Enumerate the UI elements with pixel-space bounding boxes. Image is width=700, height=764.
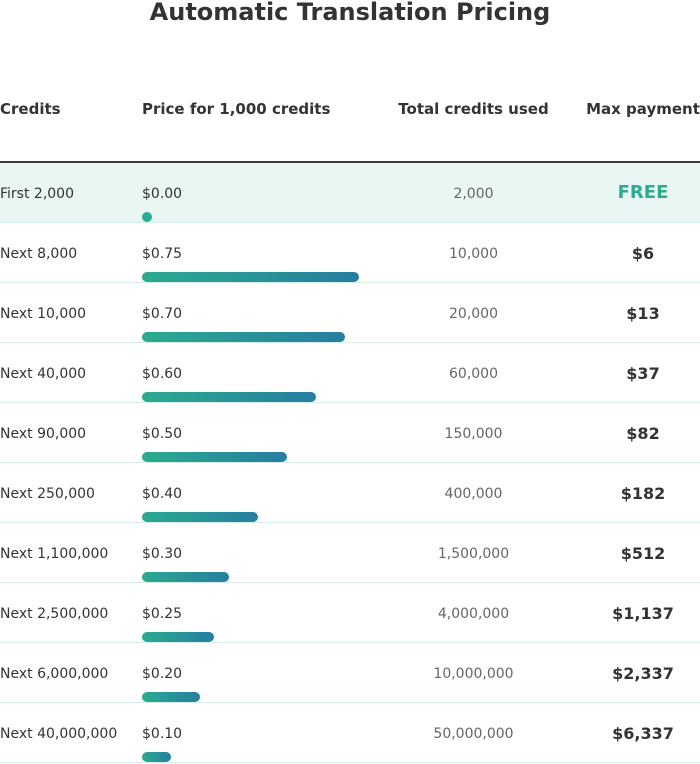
total-credits-cell: 400,000 <box>444 486 503 502</box>
price-bar <box>142 752 171 762</box>
credits-cell: Next 2,500,000 <box>0 606 109 622</box>
price-bar <box>142 512 258 522</box>
max-payment-cell: $37 <box>626 364 660 383</box>
credits-cell: Next 40,000 <box>0 366 87 382</box>
price-bar <box>142 692 200 702</box>
table-row: Next 10,000 $0.70 20,000 $13 <box>0 283 700 343</box>
price-bar <box>142 392 316 402</box>
max-payment-cell: FREE <box>617 182 669 203</box>
max-payment-cell: $1,137 <box>612 604 674 623</box>
price-cell: $0.50 <box>142 426 183 442</box>
table-row: Next 2,500,000 $0.25 4,000,000 $1,137 <box>0 583 700 643</box>
total-credits-cell: 50,000,000 <box>433 726 514 742</box>
header-total-credits: Total credits used <box>398 100 549 118</box>
pricing-table-body: First 2,000 $0.00 2,000 FREE Next 8,000 … <box>0 163 700 763</box>
max-payment-cell: $6 <box>631 244 655 263</box>
credits-cell: Next 90,000 <box>0 426 87 442</box>
price-cell: $0.20 <box>142 666 183 682</box>
total-credits-cell: 10,000,000 <box>433 666 514 682</box>
price-cell: $0.30 <box>142 546 183 562</box>
header-price: Price for 1,000 credits <box>142 100 331 118</box>
header-max-payment: Max payment <box>586 100 700 118</box>
price-bar <box>142 572 229 582</box>
total-credits-cell: 20,000 <box>449 306 498 322</box>
credits-cell: Next 6,000,000 <box>0 666 109 682</box>
price-cell: $0.60 <box>142 366 183 382</box>
table-row: Next 90,000 $0.50 150,000 $82 <box>0 403 700 463</box>
price-bar <box>142 332 345 342</box>
table-row: Next 8,000 $0.75 10,000 $6 <box>0 223 700 283</box>
table-row: Next 40,000 $0.60 60,000 $37 <box>0 343 700 403</box>
max-payment-cell: $13 <box>626 304 660 323</box>
total-credits-cell: 150,000 <box>444 426 503 442</box>
table-row: Next 1,100,000 $0.30 1,500,000 $512 <box>0 523 700 583</box>
table-row: Next 250,000 $0.40 400,000 $182 <box>0 463 700 523</box>
price-cell: $0.00 <box>142 186 183 202</box>
table-row: Next 6,000,000 $0.20 10,000,000 $2,337 <box>0 643 700 703</box>
price-cell: $0.70 <box>142 306 183 322</box>
price-dot <box>142 212 152 222</box>
credits-cell: Next 10,000 <box>0 306 87 322</box>
price-bar <box>142 272 359 282</box>
total-credits-cell: 4,000,000 <box>437 606 510 622</box>
price-bar <box>142 452 287 462</box>
header-divider <box>0 161 700 163</box>
max-payment-cell: $512 <box>620 544 666 563</box>
table-row: Next 40,000,000 $0.10 50,000,000 $6,337 <box>0 703 700 763</box>
price-cell: $0.25 <box>142 606 183 622</box>
table-row: First 2,000 $0.00 2,000 FREE <box>0 163 700 223</box>
credits-cell: Next 8,000 <box>0 246 78 262</box>
max-payment-cell: $82 <box>626 424 660 443</box>
header-credits: Credits <box>0 100 61 118</box>
max-payment-cell: $2,337 <box>612 664 674 683</box>
page-title: Automatic Translation Pricing <box>149 0 551 26</box>
max-payment-cell: $182 <box>620 484 666 503</box>
price-cell: $0.40 <box>142 486 183 502</box>
total-credits-cell: 60,000 <box>449 366 498 382</box>
credits-cell: First 2,000 <box>0 186 74 202</box>
credits-cell: Next 40,000,000 <box>0 726 118 742</box>
table-header: Credits Price for 1,000 credits Total cr… <box>0 90 700 130</box>
total-credits-cell: 2,000 <box>453 186 494 202</box>
credits-cell: Next 250,000 <box>0 486 95 502</box>
total-credits-cell: 10,000 <box>449 246 498 262</box>
max-payment-cell: $6,337 <box>612 724 674 743</box>
price-bar <box>142 632 214 642</box>
total-credits-cell: 1,500,000 <box>437 546 510 562</box>
price-cell: $0.75 <box>142 246 183 262</box>
credits-cell: Next 1,100,000 <box>0 546 109 562</box>
price-cell: $0.10 <box>142 726 183 742</box>
